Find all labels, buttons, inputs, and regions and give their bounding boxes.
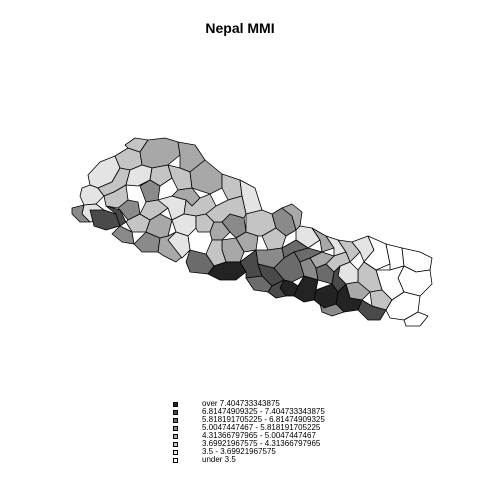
district-polygon [403,311,429,327]
district-polygon [245,275,273,293]
district-polygon [71,204,91,223]
legend-label: under 3.5 [202,455,236,464]
legend-swatch [173,401,178,407]
district-polygon [293,275,319,303]
legend-item: 5.818191705225 - 6.81474909325 [173,416,325,424]
legend-item: 6.81474909325 - 7.404733343875 [173,408,325,416]
legend-label: over 7.404733343875 [202,399,280,408]
district-polygon [207,261,247,281]
legend: over 7.404733343875 6.81474909325 - 7.40… [173,400,325,464]
district-polygon [319,303,345,317]
legend-label: 3.5 - 3.69921967575 [202,447,276,456]
district-polygon [139,137,181,169]
district-polygon [105,205,127,227]
district-polygon [111,225,135,245]
legend-label: 4.31366797965 - 5.0047447467 [202,431,316,440]
legend-label: 5.0047447467 - 5.818191705225 [202,423,321,432]
district-polygon [139,179,161,203]
legend-swatch [173,457,178,463]
legend-item: 3.5 - 3.69921967575 [173,448,325,456]
district-polygon [385,243,405,271]
district-polygon [149,164,173,187]
district-polygon [311,227,335,253]
map-title: Nepal MMI [205,20,275,36]
legend-item: under 3.5 [173,456,325,464]
legend-item: 5.0047447467 - 5.818191705225 [173,424,325,432]
district-polygon [205,195,247,223]
district-polygon [79,184,105,206]
legend-swatch [173,409,178,415]
legend-item: 3.69921967575 - 4.31366797965 [173,440,325,448]
legend-label: 5.818191705225 - 6.81474909325 [202,415,325,424]
legend-label: 6.81474909325 - 7.404733343875 [202,407,325,416]
legend-swatch [173,425,178,431]
legend-label: 3.69921967575 - 4.31366797965 [202,439,321,448]
legend-item: 4.31366797965 - 5.0047447467 [173,432,325,440]
legend-swatch [173,441,178,447]
district-polygon [273,251,305,283]
district-polygon [167,231,191,259]
legend-swatch [173,449,178,455]
district-polygon [261,227,287,251]
legend-swatch [173,417,178,423]
legend-swatch [173,433,178,439]
legend-item: over 7.404733343875 [173,400,325,408]
district-polygon [221,173,243,201]
